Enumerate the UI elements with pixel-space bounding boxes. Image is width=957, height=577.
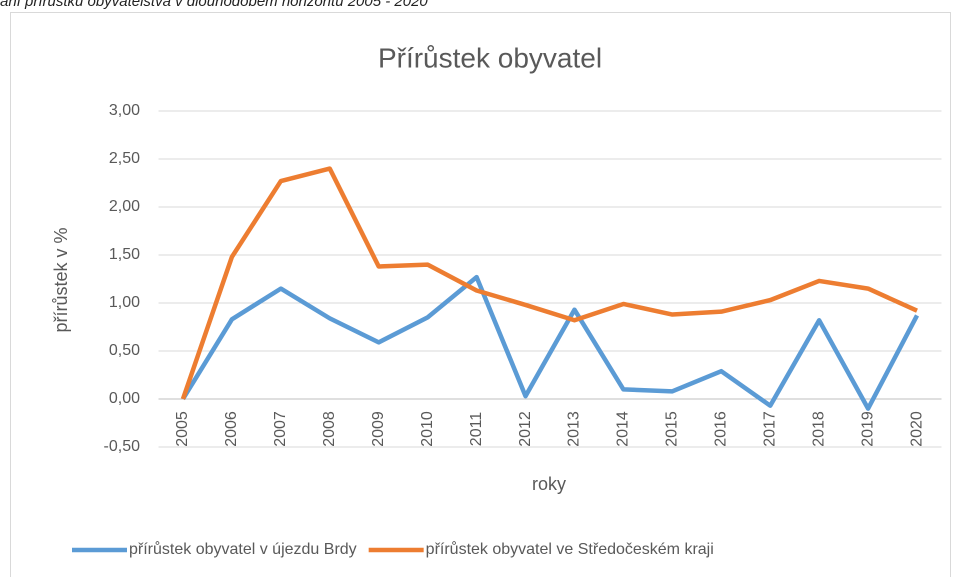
- x-tick-label: 2005: [174, 411, 191, 447]
- chart-title: Přírůstek obyvatel: [378, 42, 602, 73]
- x-tick-label: 2015: [664, 411, 681, 447]
- x-tick-label: 2019: [859, 411, 876, 447]
- chart-frame: [10, 12, 951, 577]
- legend-label: přírůstek obyvatel v újezdu Brdy: [129, 540, 357, 558]
- x-tick-label: 2007: [272, 411, 289, 447]
- line-series: [181, 274, 920, 411]
- x-tick-label: 2018: [810, 411, 827, 447]
- y-axis-label: přírůstek v %: [51, 227, 71, 332]
- x-tick-label: 2006: [223, 411, 240, 447]
- y-tick-label: 3,00: [109, 102, 140, 119]
- caption: ání přírůstku obyvatelstva v dlouhodobém…: [0, 0, 428, 10]
- x-tick-label: 2011: [468, 412, 485, 447]
- x-tick-label: 2014: [615, 411, 632, 447]
- y-tick-label: 2,00: [109, 198, 140, 215]
- x-tick-label: 2008: [321, 411, 338, 447]
- x-tick-label: 2012: [517, 411, 534, 447]
- y-tick-label: 0,00: [109, 390, 140, 407]
- x-tick-label: 2010: [419, 411, 436, 447]
- x-tick-label: 2020: [908, 411, 925, 447]
- y-tick-label: 1,50: [109, 246, 140, 263]
- x-tick-label: 2009: [370, 411, 387, 447]
- y-tick-label: 2,50: [109, 150, 140, 167]
- legend-label: přírůstek obyvatel ve Středočeském kraji: [426, 540, 714, 558]
- y-tick-label: 1,00: [109, 294, 140, 311]
- y-tick-label: -0,50: [104, 438, 141, 455]
- y-tick-label: 0,50: [109, 342, 140, 359]
- x-axis-label: roky: [532, 474, 566, 494]
- x-tick-label: 2013: [566, 411, 583, 447]
- x-tick-label: 2017: [761, 411, 778, 447]
- line-series: [180, 166, 918, 400]
- x-tick-label: 2016: [713, 411, 730, 447]
